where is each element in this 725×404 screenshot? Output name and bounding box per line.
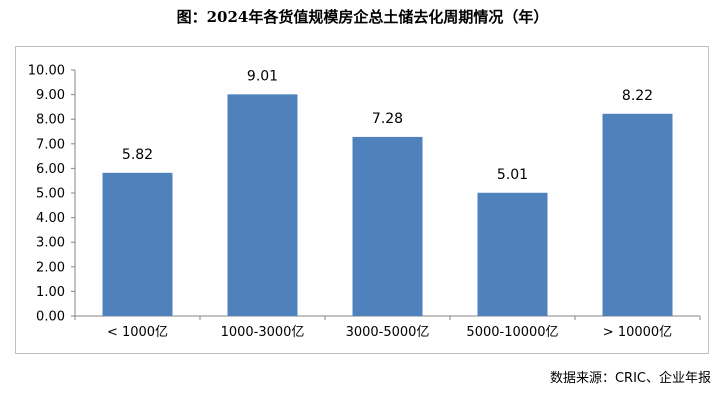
x-tick-label: 5000-10000亿: [466, 325, 558, 340]
bar: [352, 136, 423, 316]
bar-value-label: 5.01: [497, 167, 528, 183]
bar-value-label: 5.82: [122, 147, 153, 163]
bar-value-label: 7.28: [372, 111, 403, 127]
bar: [227, 94, 298, 316]
bar: [477, 192, 548, 316]
x-tick-label: > 10000亿: [603, 325, 672, 340]
x-tick-label: 1000-3000亿: [221, 325, 305, 340]
x-tick-label: < 1000亿: [107, 325, 168, 340]
y-tick-label: 5.00: [36, 187, 65, 202]
bar-value-label: 8.22: [622, 88, 653, 104]
y-tick-label: 7.00: [36, 137, 65, 152]
x-tick-label: 3000-5000亿: [346, 325, 430, 340]
y-tick-label: 8.00: [36, 113, 65, 128]
y-tick-label: 4.00: [36, 211, 65, 226]
y-tick-label: 6.00: [36, 162, 65, 177]
y-tick-label: 0.00: [36, 310, 65, 325]
y-tick-label: 2.00: [36, 260, 65, 275]
y-tick-label: 1.00: [36, 285, 65, 300]
bar-value-label: 9.01: [247, 68, 278, 84]
y-tick-label: 3.00: [36, 236, 65, 251]
data-source-note: 数据来源：CRIC、企业年报: [549, 371, 711, 386]
y-tick-label: 10.00: [28, 64, 65, 79]
chart-title: 图：2024年各货值规模房企总土储去化周期情况（年）: [176, 8, 549, 26]
y-tick-label: 9.00: [36, 88, 65, 103]
bar: [102, 172, 173, 316]
bar: [602, 113, 673, 317]
